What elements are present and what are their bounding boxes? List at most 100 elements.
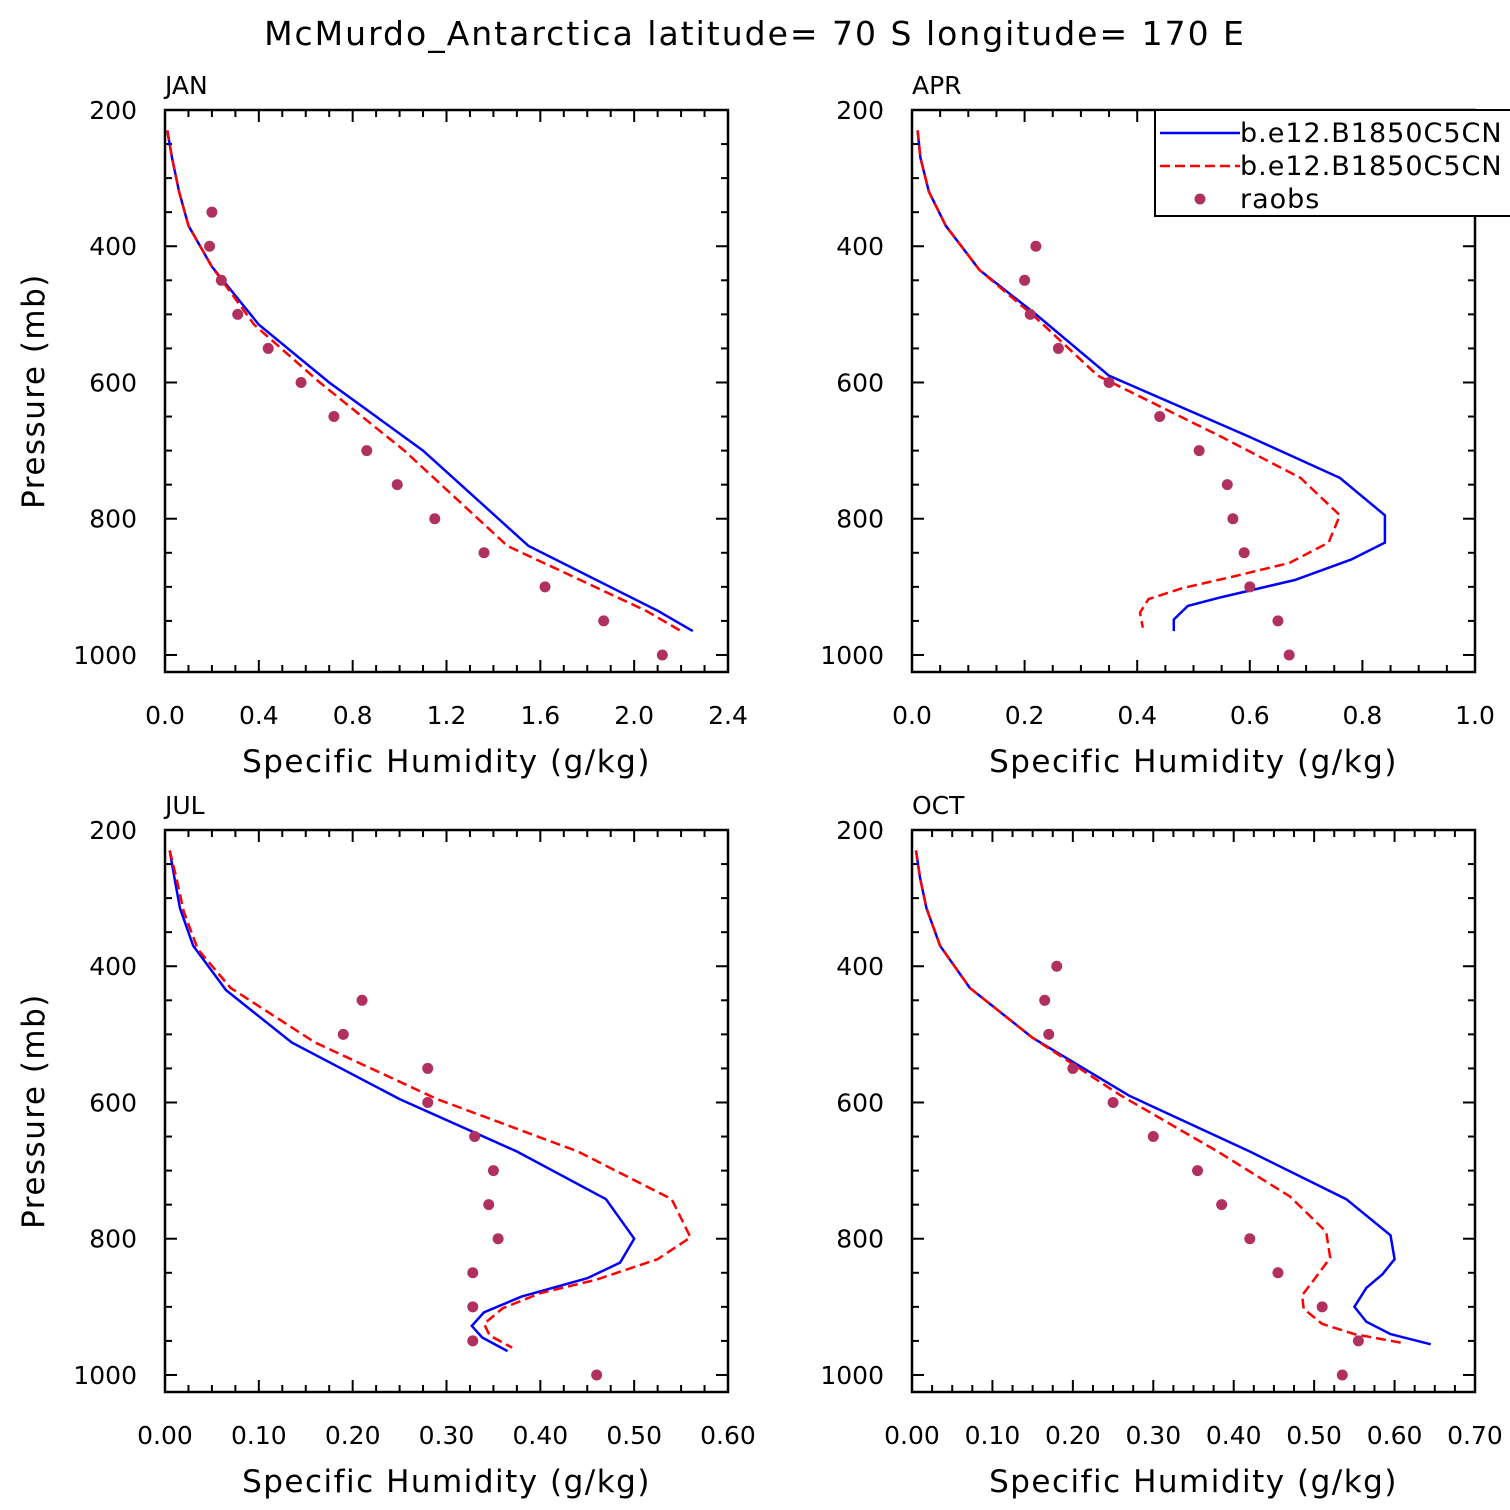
panel-label: JAN bbox=[163, 71, 208, 100]
raobs-point bbox=[1272, 615, 1284, 627]
legend-marker bbox=[1194, 193, 1206, 205]
raobs-point bbox=[1067, 1062, 1079, 1074]
x-tick-label: 1.2 bbox=[427, 701, 467, 730]
panel-label: JUL bbox=[163, 791, 205, 820]
raobs-point bbox=[1283, 649, 1295, 661]
raobs-point bbox=[1147, 1131, 1159, 1143]
x-tick-label: 0.10 bbox=[231, 1421, 287, 1450]
plot-frame bbox=[163, 828, 730, 1394]
series-line-solid bbox=[916, 130, 1387, 632]
panel-jul: JUL 0.00 0.10 0.20 0.30 0.40 0.50 0.60 200 400 600… bbox=[16, 791, 756, 1500]
y-tick-label: 1000 bbox=[73, 1361, 137, 1390]
y-tick-label: 200 bbox=[836, 816, 884, 845]
series-group bbox=[916, 130, 1387, 661]
raobs-point bbox=[1216, 1199, 1228, 1211]
series-group bbox=[914, 850, 1432, 1381]
raobs-point bbox=[1107, 1096, 1119, 1108]
raobs-point bbox=[591, 1369, 603, 1381]
raobs-point bbox=[206, 206, 218, 218]
raobs-point bbox=[1316, 1301, 1328, 1313]
raobs-point bbox=[487, 1165, 499, 1177]
series-group bbox=[168, 850, 693, 1381]
x-tick-label: 0.60 bbox=[1367, 1421, 1423, 1450]
x-tick-label: 0.40 bbox=[512, 1421, 568, 1450]
raobs-point bbox=[1244, 581, 1256, 593]
raobs-point bbox=[467, 1335, 479, 1347]
raobs-point bbox=[356, 994, 368, 1006]
raobs-point bbox=[492, 1233, 504, 1245]
x-tick-label: 0.10 bbox=[965, 1421, 1021, 1450]
x-tick-label: 1.0 bbox=[1455, 701, 1495, 730]
raobs-point bbox=[1192, 1165, 1204, 1177]
x-tick-label: 0.0 bbox=[892, 701, 932, 730]
y-tick-label: 200 bbox=[89, 96, 137, 125]
raobs-point bbox=[295, 376, 307, 388]
panel-apr: APR 0.0 0.2 0.4 0.6 0.8 1.0 200 400 600 800 1000 Spe… bbox=[820, 71, 1495, 780]
raobs-point bbox=[1019, 274, 1031, 286]
raobs-point bbox=[215, 274, 227, 286]
raobs-point bbox=[467, 1267, 479, 1279]
raobs-point bbox=[469, 1131, 481, 1143]
plot-frame bbox=[910, 828, 1477, 1394]
raobs-point bbox=[478, 547, 490, 559]
raobs-point bbox=[467, 1301, 479, 1313]
raobs-point bbox=[1039, 994, 1051, 1006]
raobs-point bbox=[1030, 240, 1042, 252]
raobs-point bbox=[1043, 1028, 1055, 1040]
legend-box bbox=[1154, 109, 1510, 217]
x-axis-label: Specific Humidity (g/kg) bbox=[242, 744, 651, 780]
y-tick-label: 400 bbox=[89, 232, 137, 261]
x-axis-label: Specific Humidity (g/kg) bbox=[989, 1464, 1398, 1500]
series-line-solid bbox=[166, 130, 694, 633]
raobs-point bbox=[1193, 445, 1205, 457]
y-tick-label: 400 bbox=[836, 232, 884, 261]
raobs-point bbox=[1227, 513, 1239, 525]
raobs-point bbox=[1244, 1233, 1256, 1245]
raobs-point bbox=[337, 1028, 349, 1040]
y-tick-label: 1000 bbox=[820, 1361, 884, 1390]
series-line-dashed bbox=[166, 130, 682, 633]
x-tick-label: 1.6 bbox=[520, 701, 560, 730]
raobs-point bbox=[262, 342, 274, 354]
raobs-point bbox=[1051, 960, 1063, 972]
x-tick-label: 0.4 bbox=[1117, 701, 1157, 730]
y-tick-label: 800 bbox=[836, 505, 884, 534]
y-tick-label: 800 bbox=[89, 1225, 137, 1254]
raobs-point bbox=[483, 1199, 495, 1211]
y-tick-label: 600 bbox=[89, 368, 137, 397]
raobs-point bbox=[1238, 547, 1250, 559]
panels: JAN 0.0 0.4 0.8 1.2 1.6 2.0 2.4 200 400 600 800 1000… bbox=[16, 71, 1503, 1500]
series-line-solid bbox=[168, 850, 636, 1353]
y-tick-label: 600 bbox=[836, 1088, 884, 1117]
raobs-point bbox=[204, 240, 216, 252]
x-tick-label: 0.0 bbox=[145, 701, 185, 730]
y-tick-label: 600 bbox=[89, 1088, 137, 1117]
x-tick-label: 0.8 bbox=[1343, 701, 1383, 730]
raobs-point bbox=[1103, 376, 1115, 388]
y-axis-label: Pressure (mb) bbox=[16, 993, 52, 1229]
legend-label: b.e12.B1850C5CN bbox=[1240, 118, 1503, 149]
x-tick-label: 0.70 bbox=[1447, 1421, 1503, 1450]
series-group bbox=[166, 130, 694, 661]
x-axis-label: Specific Humidity (g/kg) bbox=[989, 744, 1398, 780]
raobs-point bbox=[429, 513, 441, 525]
legend-label: raobs bbox=[1240, 184, 1320, 215]
y-tick-label: 200 bbox=[836, 96, 884, 125]
x-tick-label: 0.00 bbox=[137, 1421, 193, 1450]
raobs-point bbox=[539, 581, 551, 593]
x-tick-label: 0.30 bbox=[419, 1421, 475, 1450]
x-tick-label: 0.50 bbox=[1286, 1421, 1342, 1450]
series-line-solid bbox=[914, 850, 1432, 1346]
series-line-dashed bbox=[916, 130, 1342, 628]
raobs-point bbox=[391, 479, 403, 491]
raobs-point bbox=[656, 649, 668, 661]
y-tick-label: 400 bbox=[89, 952, 137, 981]
panel-oct: OCT 0.00 0.10 0.20 0.30 0.40 0.50 0.60 0.70 200 40… bbox=[820, 791, 1502, 1500]
x-axis-label: Specific Humidity (g/kg) bbox=[242, 1464, 651, 1500]
x-tick-label: 0.20 bbox=[1045, 1421, 1101, 1450]
x-tick-label: 0.60 bbox=[700, 1421, 756, 1450]
raobs-point bbox=[232, 308, 244, 320]
x-tick-label: 0.40 bbox=[1206, 1421, 1262, 1450]
panel-label: OCT bbox=[912, 791, 965, 820]
